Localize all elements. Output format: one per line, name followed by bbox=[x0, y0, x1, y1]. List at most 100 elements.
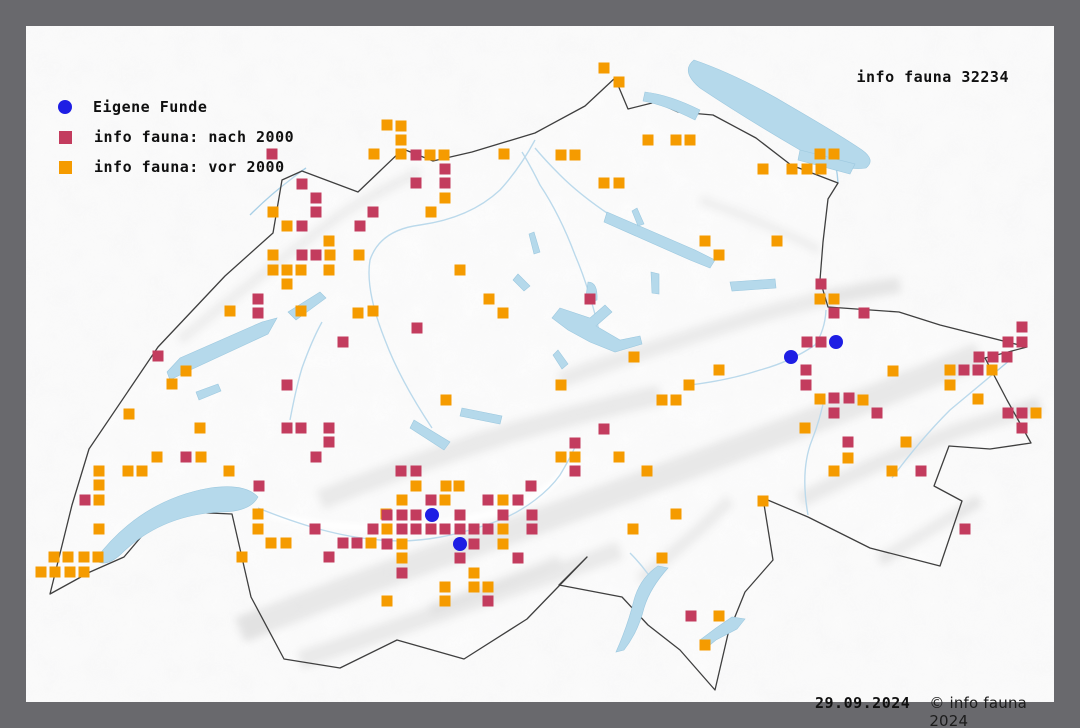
marker-vor-2000 bbox=[497, 523, 509, 535]
marker-vor-2000 bbox=[683, 379, 695, 391]
lake-sihl bbox=[650, 271, 660, 295]
marker-vor-2000 bbox=[801, 163, 813, 175]
marker-nach-2000 bbox=[439, 523, 451, 535]
marker-vor-2000 bbox=[815, 163, 827, 175]
marker-vor-2000 bbox=[353, 249, 365, 261]
marker-vor-2000 bbox=[598, 177, 610, 189]
marker-nach-2000 bbox=[253, 480, 265, 492]
marker-nach-2000 bbox=[180, 451, 192, 463]
marker-vor-2000 bbox=[814, 148, 826, 160]
marker-vor-2000 bbox=[381, 595, 393, 607]
eigene-funde-marker-icon bbox=[58, 100, 72, 114]
marker-vor-2000 bbox=[93, 479, 105, 491]
marker-vor-2000 bbox=[396, 494, 408, 506]
marker-vor-2000 bbox=[166, 378, 178, 390]
marker-nach-2000 bbox=[381, 538, 393, 550]
marker-nach-2000 bbox=[468, 538, 480, 550]
marker-vor-2000 bbox=[224, 305, 236, 317]
marker-vor-2000 bbox=[670, 508, 682, 520]
marker-vor-2000 bbox=[497, 538, 509, 550]
marker-nach-2000 bbox=[1016, 407, 1028, 419]
report-id: info fauna 32234 bbox=[856, 68, 1009, 86]
relief-shading bbox=[26, 26, 1054, 702]
marker-nach-2000 bbox=[252, 293, 264, 305]
marker-vor-2000 bbox=[395, 134, 407, 146]
marker-vor-2000 bbox=[613, 177, 625, 189]
marker-nach-2000 bbox=[281, 422, 293, 434]
marker-vor-2000 bbox=[555, 379, 567, 391]
nach-2000-marker-icon bbox=[59, 130, 72, 144]
marker-vor-2000 bbox=[352, 307, 364, 319]
marker-vor-2000 bbox=[223, 465, 235, 477]
marker-nach-2000 bbox=[152, 350, 164, 362]
marker-vor-2000 bbox=[396, 552, 408, 564]
lake-sarnen bbox=[552, 349, 569, 370]
marker-nach-2000 bbox=[525, 480, 537, 492]
marker-nach-2000 bbox=[871, 407, 883, 419]
marker-vor-2000 bbox=[814, 393, 826, 405]
marker-nach-2000 bbox=[958, 364, 970, 376]
marker-vor-2000 bbox=[367, 305, 379, 317]
marker-vor-2000 bbox=[642, 134, 654, 146]
footer: 29.09.2024 © info fauna 2024 bbox=[815, 694, 1054, 728]
marker-nach-2000 bbox=[381, 509, 393, 521]
marker-nach-2000 bbox=[800, 364, 812, 376]
marker-nach-2000 bbox=[396, 523, 408, 535]
marker-nach-2000 bbox=[801, 336, 813, 348]
marker-vor-2000 bbox=[986, 364, 998, 376]
marker-nach-2000 bbox=[512, 552, 524, 564]
marker-vor-2000 bbox=[123, 408, 135, 420]
marker-vor-2000 bbox=[365, 537, 377, 549]
marker-vor-2000 bbox=[194, 422, 206, 434]
marker-vor-2000 bbox=[136, 465, 148, 477]
marker-nach-2000 bbox=[323, 551, 335, 563]
marker-nach-2000 bbox=[354, 220, 366, 232]
marker-nach-2000 bbox=[454, 509, 466, 521]
marker-vor-2000 bbox=[482, 581, 494, 593]
marker-vor-2000 bbox=[627, 523, 639, 535]
marker-vor-2000 bbox=[656, 552, 668, 564]
markers-eigene-funde bbox=[425, 335, 843, 551]
marker-vor-2000 bbox=[440, 394, 452, 406]
marker-vor-2000 bbox=[439, 494, 451, 506]
marker-vor-2000 bbox=[857, 394, 869, 406]
marker-vor-2000 bbox=[699, 639, 711, 651]
marker-nach-2000 bbox=[1002, 407, 1014, 419]
marker-nach-2000 bbox=[815, 336, 827, 348]
marker-vor-2000 bbox=[439, 595, 451, 607]
marker-nach-2000 bbox=[497, 509, 509, 521]
marker-eigene-funde bbox=[425, 508, 439, 522]
lake-maggiore bbox=[615, 565, 669, 653]
marker-vor-2000 bbox=[410, 480, 422, 492]
marker-vor-2000 bbox=[267, 206, 279, 218]
marker-vor-2000 bbox=[396, 538, 408, 550]
marker-vor-2000 bbox=[454, 264, 466, 276]
marker-nach-2000 bbox=[410, 509, 422, 521]
lake-zurich bbox=[603, 211, 716, 269]
marker-vor-2000 bbox=[93, 465, 105, 477]
marker-vor-2000 bbox=[670, 134, 682, 146]
marker-vor-2000 bbox=[93, 494, 105, 506]
marker-vor-2000 bbox=[236, 551, 248, 563]
marker-vor-2000 bbox=[569, 149, 581, 161]
marker-nach-2000 bbox=[468, 523, 480, 535]
legend-label: Eigene Funde bbox=[93, 98, 208, 116]
lake-sempach bbox=[512, 273, 531, 292]
marker-nach-2000 bbox=[482, 523, 494, 535]
marker-nach-2000 bbox=[828, 407, 840, 419]
marker-vor-2000 bbox=[757, 495, 769, 507]
marker-vor-2000 bbox=[828, 465, 840, 477]
marker-nach-2000 bbox=[685, 610, 697, 622]
marker-vor-2000 bbox=[439, 581, 451, 593]
marker-vor-2000 bbox=[670, 394, 682, 406]
marker-vor-2000 bbox=[323, 235, 335, 247]
marker-nach-2000 bbox=[410, 465, 422, 477]
lake-lucerne bbox=[551, 304, 643, 353]
marker-nach-2000 bbox=[396, 567, 408, 579]
marker-vor-2000 bbox=[368, 148, 380, 160]
marker-nach-2000 bbox=[351, 537, 363, 549]
marker-nach-2000 bbox=[569, 437, 581, 449]
marker-vor-2000 bbox=[78, 566, 90, 578]
map-date: 29.09.2024 bbox=[815, 694, 911, 712]
